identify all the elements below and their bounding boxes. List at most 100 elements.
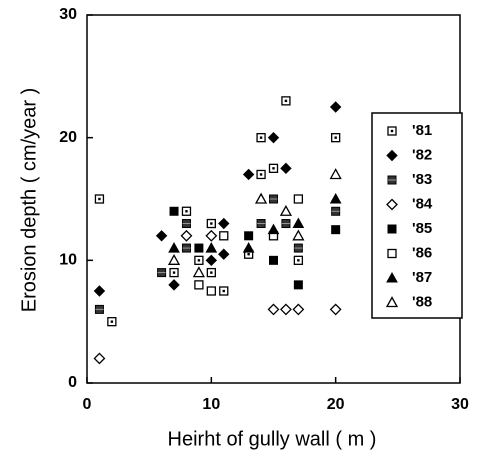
marker-shape bbox=[192, 266, 206, 278]
marker-shape bbox=[385, 296, 399, 308]
marker bbox=[256, 219, 266, 229]
marker-shape bbox=[205, 254, 218, 267]
marker bbox=[167, 253, 181, 265]
marker-shape bbox=[210, 222, 213, 225]
marker-shape bbox=[167, 253, 181, 265]
marker-shape bbox=[386, 198, 398, 211]
legend-label: '82 bbox=[412, 146, 432, 163]
marker-shape bbox=[267, 131, 280, 144]
legend-label: '87 bbox=[412, 269, 432, 286]
marker bbox=[93, 285, 106, 297]
legend-marker bbox=[387, 175, 397, 185]
marker-shape bbox=[329, 303, 342, 316]
marker-shape bbox=[197, 259, 201, 262]
marker bbox=[192, 266, 206, 278]
marker bbox=[293, 280, 303, 290]
marker bbox=[181, 219, 191, 229]
marker-shape bbox=[387, 224, 397, 234]
marker-shape bbox=[284, 99, 288, 103]
marker-shape bbox=[242, 242, 255, 253]
legend-marker bbox=[386, 271, 398, 283]
marker bbox=[194, 255, 204, 265]
legend-label: '86 bbox=[412, 244, 432, 261]
marker-shape bbox=[390, 129, 394, 133]
marker bbox=[292, 229, 305, 241]
x-tick-label: 0 bbox=[83, 396, 92, 413]
marker-shape bbox=[180, 229, 193, 242]
marker bbox=[107, 317, 117, 327]
marker bbox=[242, 168, 255, 181]
marker-shape bbox=[218, 217, 230, 230]
marker bbox=[281, 219, 291, 229]
marker-shape bbox=[259, 173, 263, 176]
marker-shape bbox=[194, 280, 204, 290]
marker-shape bbox=[247, 253, 250, 256]
marker bbox=[168, 242, 180, 253]
marker bbox=[206, 286, 216, 296]
marker bbox=[194, 243, 204, 253]
marker bbox=[205, 254, 218, 267]
legend-marker bbox=[387, 224, 397, 234]
marker-shape bbox=[292, 303, 305, 316]
y-tick-label: 0 bbox=[68, 374, 77, 391]
marker bbox=[329, 303, 342, 316]
marker bbox=[281, 96, 291, 106]
marker-shape bbox=[334, 136, 337, 139]
marker bbox=[254, 192, 268, 204]
marker bbox=[218, 217, 230, 230]
marker-shape bbox=[386, 271, 398, 283]
marker bbox=[269, 255, 278, 265]
marker bbox=[329, 192, 342, 204]
marker-shape bbox=[329, 168, 342, 180]
marker-shape bbox=[279, 204, 293, 216]
marker bbox=[293, 243, 303, 253]
marker-shape bbox=[269, 255, 278, 265]
marker bbox=[280, 162, 292, 175]
legend-label: '84 bbox=[412, 195, 433, 212]
marker bbox=[329, 168, 342, 180]
marker bbox=[94, 304, 104, 314]
x-tick-label: 30 bbox=[451, 396, 469, 413]
marker-shape bbox=[205, 242, 218, 253]
marker-shape bbox=[98, 197, 101, 201]
marker-shape bbox=[259, 136, 263, 139]
marker-shape bbox=[254, 192, 268, 204]
marker bbox=[206, 267, 216, 278]
marker bbox=[244, 231, 254, 241]
marker-shape bbox=[172, 271, 176, 274]
marker bbox=[218, 248, 230, 260]
marker bbox=[180, 229, 193, 242]
marker-shape bbox=[386, 149, 398, 162]
marker-shape bbox=[293, 194, 304, 204]
legend-marker bbox=[386, 149, 398, 162]
marker-shape bbox=[242, 168, 255, 181]
y-tick-label: 30 bbox=[59, 6, 77, 23]
marker bbox=[155, 230, 168, 242]
marker-shape bbox=[387, 248, 397, 259]
marker-shape bbox=[297, 259, 300, 262]
marker-shape bbox=[205, 229, 218, 242]
marker bbox=[267, 223, 280, 235]
marker-shape bbox=[293, 280, 303, 290]
legend-label: '88 bbox=[412, 293, 432, 310]
marker bbox=[242, 242, 255, 253]
marker-shape bbox=[93, 285, 106, 297]
marker-shape bbox=[169, 206, 179, 216]
marker-shape bbox=[155, 230, 168, 242]
marker bbox=[205, 242, 218, 253]
marker bbox=[256, 169, 266, 180]
marker-shape bbox=[168, 242, 180, 253]
marker bbox=[268, 163, 279, 173]
marker-shape bbox=[110, 320, 114, 323]
marker bbox=[293, 255, 304, 265]
marker-shape bbox=[218, 248, 230, 260]
marker bbox=[279, 204, 293, 216]
marker bbox=[205, 229, 218, 242]
marker bbox=[169, 206, 179, 216]
legend-box bbox=[371, 112, 463, 319]
marker bbox=[169, 267, 179, 278]
x-axis-label: Heirht of gully wall ( m ) bbox=[168, 428, 377, 450]
marker bbox=[267, 131, 280, 144]
legend-label: '81 bbox=[412, 122, 432, 139]
